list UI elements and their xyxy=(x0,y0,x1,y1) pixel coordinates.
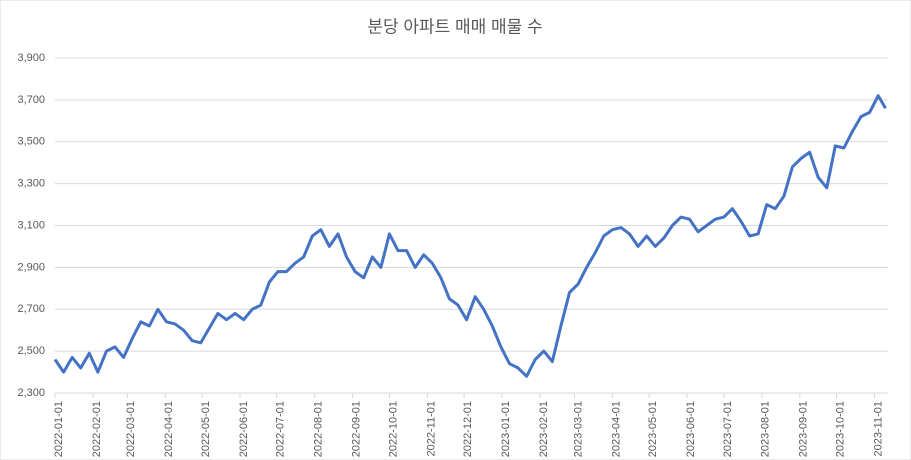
y-tick-label: 2,300 xyxy=(17,387,45,399)
y-tick-label: 3,500 xyxy=(17,136,45,148)
x-tick-label: 2023-11-01 xyxy=(872,401,884,456)
y-tick-label: 2,500 xyxy=(17,345,45,357)
x-tick-label: 2023-10-01 xyxy=(834,401,846,457)
x-tick-label: 2023-06-01 xyxy=(685,401,697,457)
x-tick-label: 2023-03-01 xyxy=(572,401,584,457)
x-tick-label: 2022-10-01 xyxy=(387,401,399,457)
x-tick-label: 2022-05-01 xyxy=(200,401,212,457)
y-tick-label: 3,900 xyxy=(17,52,45,64)
x-tick-label: 2022-09-01 xyxy=(351,401,363,457)
y-tick-label: 3,700 xyxy=(17,94,45,106)
x-tick-label: 2023-02-01 xyxy=(538,401,550,457)
x-tick-label: 2023-01-01 xyxy=(500,401,512,457)
x-tick-label: 2022-07-01 xyxy=(275,401,287,457)
x-tick-label: 2023-07-01 xyxy=(722,401,734,457)
x-tick-label: 2022-03-01 xyxy=(125,401,137,457)
y-tick-label: 3,300 xyxy=(17,178,45,190)
x-tick-label: 2023-05-01 xyxy=(647,401,659,457)
line-series xyxy=(53,94,887,378)
x-tick-label: 2022-01-01 xyxy=(53,401,65,457)
y-tick-label: 3,100 xyxy=(17,219,45,231)
x-tick-label: 2022-06-01 xyxy=(238,401,250,457)
x-tick-label: 2022-02-01 xyxy=(91,401,103,457)
x-tick-label: 2023-09-01 xyxy=(798,401,810,457)
x-tick-label: 2023-04-01 xyxy=(610,401,622,457)
chart-title: 분당 아파트 매매 매물 수 xyxy=(367,17,542,36)
x-tick-label: 2023-08-01 xyxy=(760,401,772,457)
x-tick-label: 2022-08-01 xyxy=(313,401,325,457)
y-tick-label: 2,900 xyxy=(17,261,45,273)
x-tick-label: 2022-04-01 xyxy=(163,401,175,457)
y-tick-label: 2,700 xyxy=(17,303,45,315)
x-tick-label: 2022-11-01 xyxy=(425,401,437,456)
x-tick-label: 2022-12-01 xyxy=(462,401,474,457)
